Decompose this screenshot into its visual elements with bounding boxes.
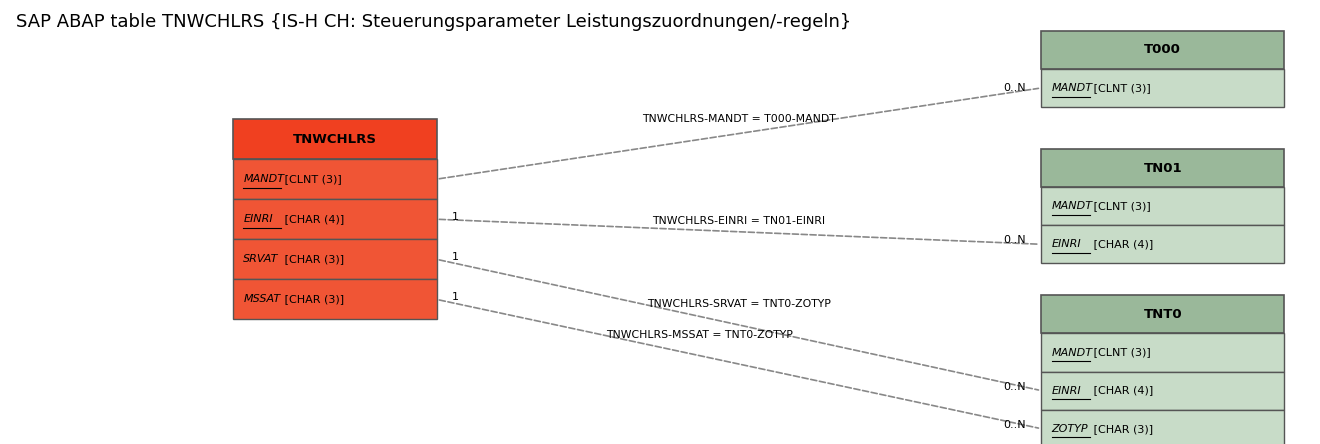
Text: [CHAR (3)]: [CHAR (3)] bbox=[281, 254, 345, 264]
FancyBboxPatch shape bbox=[232, 159, 437, 199]
Text: [CHAR (4)]: [CHAR (4)] bbox=[1090, 385, 1154, 396]
FancyBboxPatch shape bbox=[1041, 225, 1284, 263]
Text: 0..N: 0..N bbox=[1003, 420, 1026, 430]
Text: EINRI: EINRI bbox=[1052, 385, 1081, 396]
Text: [CHAR (3)]: [CHAR (3)] bbox=[281, 294, 345, 305]
Text: 1: 1 bbox=[453, 252, 459, 262]
Text: TNT0: TNT0 bbox=[1143, 308, 1183, 321]
Text: EINRI: EINRI bbox=[243, 214, 273, 224]
Text: [CLNT (3)]: [CLNT (3)] bbox=[1090, 201, 1151, 211]
Text: ZOTYP: ZOTYP bbox=[1052, 424, 1088, 434]
Text: [CHAR (4)]: [CHAR (4)] bbox=[1090, 239, 1154, 249]
Text: MANDT: MANDT bbox=[1052, 201, 1093, 211]
Text: T000: T000 bbox=[1144, 44, 1181, 56]
FancyBboxPatch shape bbox=[1041, 410, 1284, 444]
FancyBboxPatch shape bbox=[1041, 69, 1284, 107]
FancyBboxPatch shape bbox=[232, 279, 437, 319]
Text: MANDT: MANDT bbox=[243, 174, 284, 184]
Text: MSSAT: MSSAT bbox=[243, 294, 280, 305]
Text: [CHAR (3)]: [CHAR (3)] bbox=[1090, 424, 1152, 434]
Text: TNWCHLRS: TNWCHLRS bbox=[293, 133, 376, 146]
FancyBboxPatch shape bbox=[1041, 149, 1284, 187]
Text: 1: 1 bbox=[453, 293, 459, 302]
FancyBboxPatch shape bbox=[1041, 372, 1284, 410]
Text: [CHAR (4)]: [CHAR (4)] bbox=[281, 214, 345, 224]
Text: 0..N: 0..N bbox=[1003, 381, 1026, 392]
Text: EINRI: EINRI bbox=[1052, 239, 1081, 249]
Text: SRVAT: SRVAT bbox=[243, 254, 279, 264]
Text: 1: 1 bbox=[453, 212, 459, 222]
Text: TNWCHLRS-EINRI = TN01-EINRI: TNWCHLRS-EINRI = TN01-EINRI bbox=[652, 216, 825, 226]
FancyBboxPatch shape bbox=[232, 119, 437, 159]
Text: 0..N: 0..N bbox=[1003, 235, 1026, 245]
Text: TNWCHLRS-MSSAT = TNT0-ZOTYP: TNWCHLRS-MSSAT = TNT0-ZOTYP bbox=[606, 330, 793, 340]
Text: TNWCHLRS-MANDT = T000-MANDT: TNWCHLRS-MANDT = T000-MANDT bbox=[642, 114, 836, 123]
FancyBboxPatch shape bbox=[1041, 31, 1284, 69]
FancyBboxPatch shape bbox=[1041, 333, 1284, 372]
Text: SAP ABAP table TNWCHLRS {IS-H CH: Steuerungsparameter Leistungszuordnungen/-rege: SAP ABAP table TNWCHLRS {IS-H CH: Steuer… bbox=[16, 13, 851, 31]
Text: [CLNT (3)]: [CLNT (3)] bbox=[1090, 348, 1151, 357]
Text: MANDT: MANDT bbox=[1052, 348, 1093, 357]
Text: [CLNT (3)]: [CLNT (3)] bbox=[1090, 83, 1151, 93]
FancyBboxPatch shape bbox=[232, 239, 437, 279]
Text: [CLNT (3)]: [CLNT (3)] bbox=[281, 174, 342, 184]
Text: 0..N: 0..N bbox=[1003, 83, 1026, 93]
Text: TN01: TN01 bbox=[1143, 162, 1183, 174]
FancyBboxPatch shape bbox=[232, 199, 437, 239]
Text: TNWCHLRS-SRVAT = TNT0-ZOTYP: TNWCHLRS-SRVAT = TNT0-ZOTYP bbox=[647, 299, 830, 309]
FancyBboxPatch shape bbox=[1041, 295, 1284, 333]
FancyBboxPatch shape bbox=[1041, 187, 1284, 225]
Text: MANDT: MANDT bbox=[1052, 83, 1093, 93]
